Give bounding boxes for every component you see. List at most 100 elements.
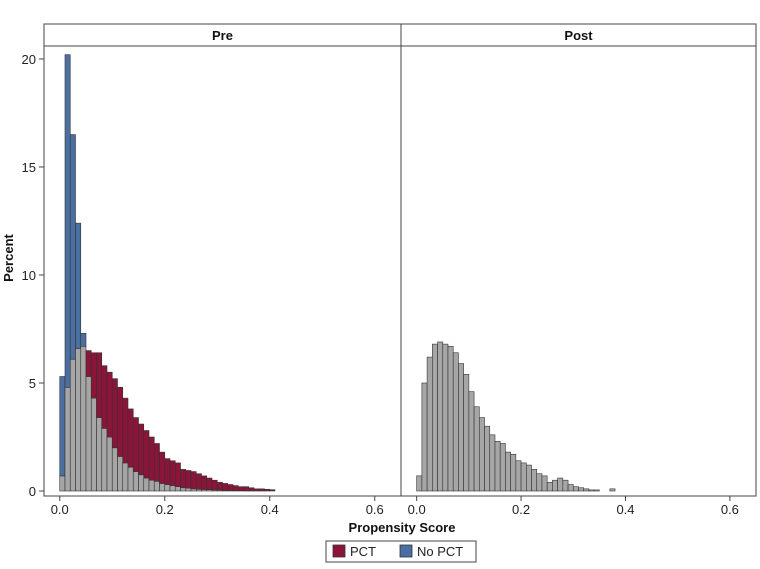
legend-label-pct: PCT bbox=[350, 544, 376, 559]
bar-overlap bbox=[181, 488, 186, 491]
bar-pct bbox=[128, 409, 133, 467]
bar-pct bbox=[270, 490, 275, 491]
bar-overlap bbox=[118, 456, 123, 491]
bar-overlap bbox=[537, 474, 542, 491]
bar-overlap bbox=[443, 344, 448, 491]
bar-pct bbox=[254, 489, 259, 491]
bar-overlap bbox=[112, 448, 117, 491]
bar-overlap bbox=[542, 476, 547, 491]
bar-overlap bbox=[160, 483, 165, 491]
bar-overlap bbox=[448, 346, 453, 491]
panels-layer: Pre 0.0 0.2 0.4 0.6 0 5 10 15 20 Post 0.0 0.2 0.4 0.6 bbox=[22, 24, 756, 517]
x-tick-label: 0.2 bbox=[512, 502, 530, 517]
bar-pct bbox=[244, 487, 249, 491]
bar-overlap bbox=[170, 486, 175, 491]
bar-overlap bbox=[422, 383, 427, 491]
x-tick-label: 0.4 bbox=[616, 502, 634, 517]
bar-overlap bbox=[474, 407, 479, 491]
bar-pct bbox=[118, 387, 123, 456]
bar-overlap bbox=[579, 488, 584, 491]
bar-pct bbox=[207, 478, 212, 490]
bar-pct bbox=[139, 424, 144, 475]
bar-overlap bbox=[532, 469, 537, 491]
bar-overlap bbox=[469, 392, 474, 491]
bar-overlap bbox=[438, 342, 443, 491]
y-tick-label: 5 bbox=[29, 376, 36, 391]
bar-overlap bbox=[479, 418, 484, 491]
bar-overlap bbox=[144, 478, 149, 491]
histogram-bars bbox=[417, 342, 615, 491]
bar-overlap bbox=[107, 437, 112, 491]
bar-overlap bbox=[86, 377, 91, 491]
y-tick-label: 0 bbox=[29, 484, 36, 499]
bar-pct bbox=[191, 472, 196, 489]
bar-pct bbox=[249, 488, 254, 491]
bar-overlap bbox=[133, 472, 138, 491]
bar-pct bbox=[102, 366, 107, 429]
bar-pct bbox=[238, 487, 243, 491]
legend-label-no-pct: No PCT bbox=[417, 544, 463, 559]
bar-overlap bbox=[76, 348, 81, 491]
legend-swatch-no-pct bbox=[400, 545, 412, 557]
bar-pct bbox=[144, 431, 149, 479]
legend: PCT No PCT bbox=[326, 541, 476, 562]
bar-overlap bbox=[65, 387, 70, 491]
bar-overlap bbox=[427, 357, 432, 491]
bar-overlap bbox=[516, 461, 521, 491]
bar-overlap bbox=[584, 489, 589, 491]
bar-overlap bbox=[610, 489, 615, 491]
bar-overlap bbox=[70, 359, 75, 491]
bar-overlap bbox=[495, 441, 500, 491]
bar-overlap bbox=[573, 487, 578, 491]
bar-overlap bbox=[97, 418, 102, 491]
bar-overlap bbox=[568, 485, 573, 491]
bar-overlap bbox=[594, 490, 599, 491]
bar-pct bbox=[112, 379, 117, 448]
bar-overlap bbox=[485, 426, 490, 491]
bar-overlap bbox=[91, 398, 96, 491]
bar-overlap bbox=[558, 478, 563, 491]
bar-overlap bbox=[186, 488, 191, 491]
bar-pct bbox=[217, 482, 222, 490]
bar-pct bbox=[154, 443, 159, 481]
legend-swatch-pct bbox=[333, 545, 345, 557]
bar-no-pct bbox=[60, 377, 65, 476]
bar-overlap bbox=[547, 482, 552, 491]
bar-no-pct bbox=[81, 333, 86, 346]
bar-overlap bbox=[552, 480, 557, 491]
bar-overlap bbox=[81, 346, 86, 491]
bar-pct bbox=[265, 489, 270, 491]
bar-pct bbox=[181, 469, 186, 487]
x-tick-label: 0.6 bbox=[366, 502, 384, 517]
panel-post: Post 0.0 0.2 0.4 0.6 bbox=[401, 24, 756, 517]
bar-no-pct bbox=[65, 55, 70, 388]
bar-pct bbox=[186, 470, 191, 488]
bar-pct bbox=[97, 353, 102, 418]
x-tick-label: 0.0 bbox=[408, 502, 426, 517]
panel-title: Post bbox=[564, 28, 593, 43]
bar-pct bbox=[196, 474, 201, 490]
bar-pct bbox=[149, 437, 154, 480]
x-tick-label: 0.4 bbox=[261, 502, 279, 517]
bar-no-pct bbox=[70, 135, 75, 360]
bar-overlap bbox=[128, 467, 133, 491]
bar-overlap bbox=[526, 465, 531, 491]
bar-pct bbox=[133, 418, 138, 472]
y-tick-label: 20 bbox=[22, 52, 36, 67]
bar-no-pct bbox=[76, 223, 81, 348]
bar-pct bbox=[259, 489, 264, 491]
bar-pct bbox=[91, 353, 96, 398]
bar-overlap bbox=[464, 374, 469, 491]
x-axis-label: Propensity Score bbox=[349, 520, 456, 535]
bar-overlap bbox=[149, 480, 154, 491]
x-tick-label: 0.6 bbox=[721, 502, 739, 517]
bar-pct bbox=[175, 463, 180, 487]
y-tick-label: 10 bbox=[22, 268, 36, 283]
bar-pct bbox=[202, 476, 207, 490]
panel-title: Pre bbox=[212, 28, 233, 43]
bar-pct bbox=[165, 459, 170, 485]
y-tick-label: 15 bbox=[22, 160, 36, 175]
